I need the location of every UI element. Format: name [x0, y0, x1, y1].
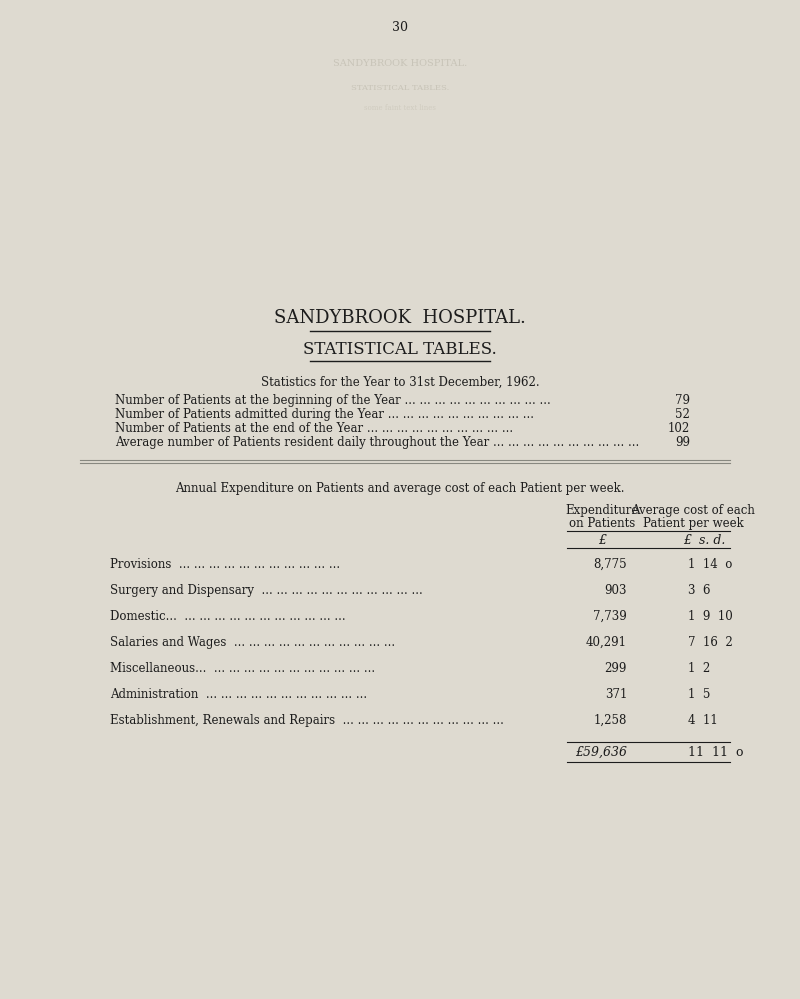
Text: Number of Patients admitted during the Year ... ... ... ... ... ... ... ... ... : Number of Patients admitted during the Y…: [115, 408, 534, 421]
Text: Expenditure: Expenditure: [566, 504, 638, 517]
Text: STATISTICAL TABLES.: STATISTICAL TABLES.: [351, 84, 449, 92]
Text: 1  2: 1 2: [688, 662, 710, 675]
Text: Annual Expenditure on Patients and average cost of each Patient per week.: Annual Expenditure on Patients and avera…: [175, 482, 625, 495]
Text: 371: 371: [605, 688, 627, 701]
Text: 30: 30: [392, 21, 408, 34]
Text: Salaries and Wages  ... ... ... ... ... ... ... ... ... ... ...: Salaries and Wages ... ... ... ... ... .…: [110, 636, 395, 649]
Text: Average cost of each: Average cost of each: [631, 504, 755, 517]
Text: Miscellaneous...  ... ... ... ... ... ... ... ... ... ... ...: Miscellaneous... ... ... ... ... ... ...…: [110, 662, 375, 675]
Text: some faint text lines: some faint text lines: [364, 104, 436, 112]
Text: 1  14  o: 1 14 o: [688, 558, 732, 571]
Text: 1  9  10: 1 9 10: [688, 610, 733, 623]
Text: STATISTICAL TABLES.: STATISTICAL TABLES.: [303, 341, 497, 358]
Text: 40,291: 40,291: [586, 636, 627, 649]
Text: 4  11: 4 11: [688, 714, 718, 727]
Text: 903: 903: [605, 584, 627, 597]
Text: 1,258: 1,258: [594, 714, 627, 727]
Text: 7  16  2: 7 16 2: [688, 636, 733, 649]
Text: 99: 99: [675, 436, 690, 449]
Text: 1  5: 1 5: [688, 688, 710, 701]
Text: 79: 79: [675, 394, 690, 407]
Text: £  s. d.: £ s. d.: [683, 534, 726, 547]
Text: Surgery and Dispensary  ... ... ... ... ... ... ... ... ... ... ...: Surgery and Dispensary ... ... ... ... .…: [110, 584, 422, 597]
Text: Number of Patients at the beginning of the Year ... ... ... ... ... ... ... ... : Number of Patients at the beginning of t…: [115, 394, 550, 407]
Text: SANDYBROOK HOSPITAL.: SANDYBROOK HOSPITAL.: [333, 59, 467, 68]
Text: Domestic...  ... ... ... ... ... ... ... ... ... ... ...: Domestic... ... ... ... ... ... ... ... …: [110, 610, 346, 623]
Text: 3  6: 3 6: [688, 584, 710, 597]
Text: SANDYBROOK  HOSPITAL.: SANDYBROOK HOSPITAL.: [274, 309, 526, 327]
Text: Establishment, Renewals and Repairs  ... ... ... ... ... ... ... ... ... ... ...: Establishment, Renewals and Repairs ... …: [110, 714, 504, 727]
Text: Number of Patients at the end of the Year ... ... ... ... ... ... ... ... ... ..: Number of Patients at the end of the Yea…: [115, 422, 513, 435]
Text: 11  11  o: 11 11 o: [688, 746, 743, 759]
Text: Provisions  ... ... ... ... ... ... ... ... ... ... ...: Provisions ... ... ... ... ... ... ... .…: [110, 558, 340, 571]
Text: 102: 102: [668, 422, 690, 435]
Text: on Patients: on Patients: [569, 517, 635, 530]
Text: £59,636: £59,636: [575, 746, 627, 759]
Text: 299: 299: [605, 662, 627, 675]
Text: £: £: [598, 534, 606, 547]
Text: 8,775: 8,775: [594, 558, 627, 571]
Text: Administration  ... ... ... ... ... ... ... ... ... ... ...: Administration ... ... ... ... ... ... .…: [110, 688, 367, 701]
Text: Patient per week: Patient per week: [642, 517, 743, 530]
Text: Average number of Patients resident daily throughout the Year ... ... ... ... ..: Average number of Patients resident dail…: [115, 436, 639, 449]
Text: 52: 52: [675, 408, 690, 421]
Text: 7,739: 7,739: [594, 610, 627, 623]
Text: Statistics for the Year to 31st December, 1962.: Statistics for the Year to 31st December…: [261, 376, 539, 389]
